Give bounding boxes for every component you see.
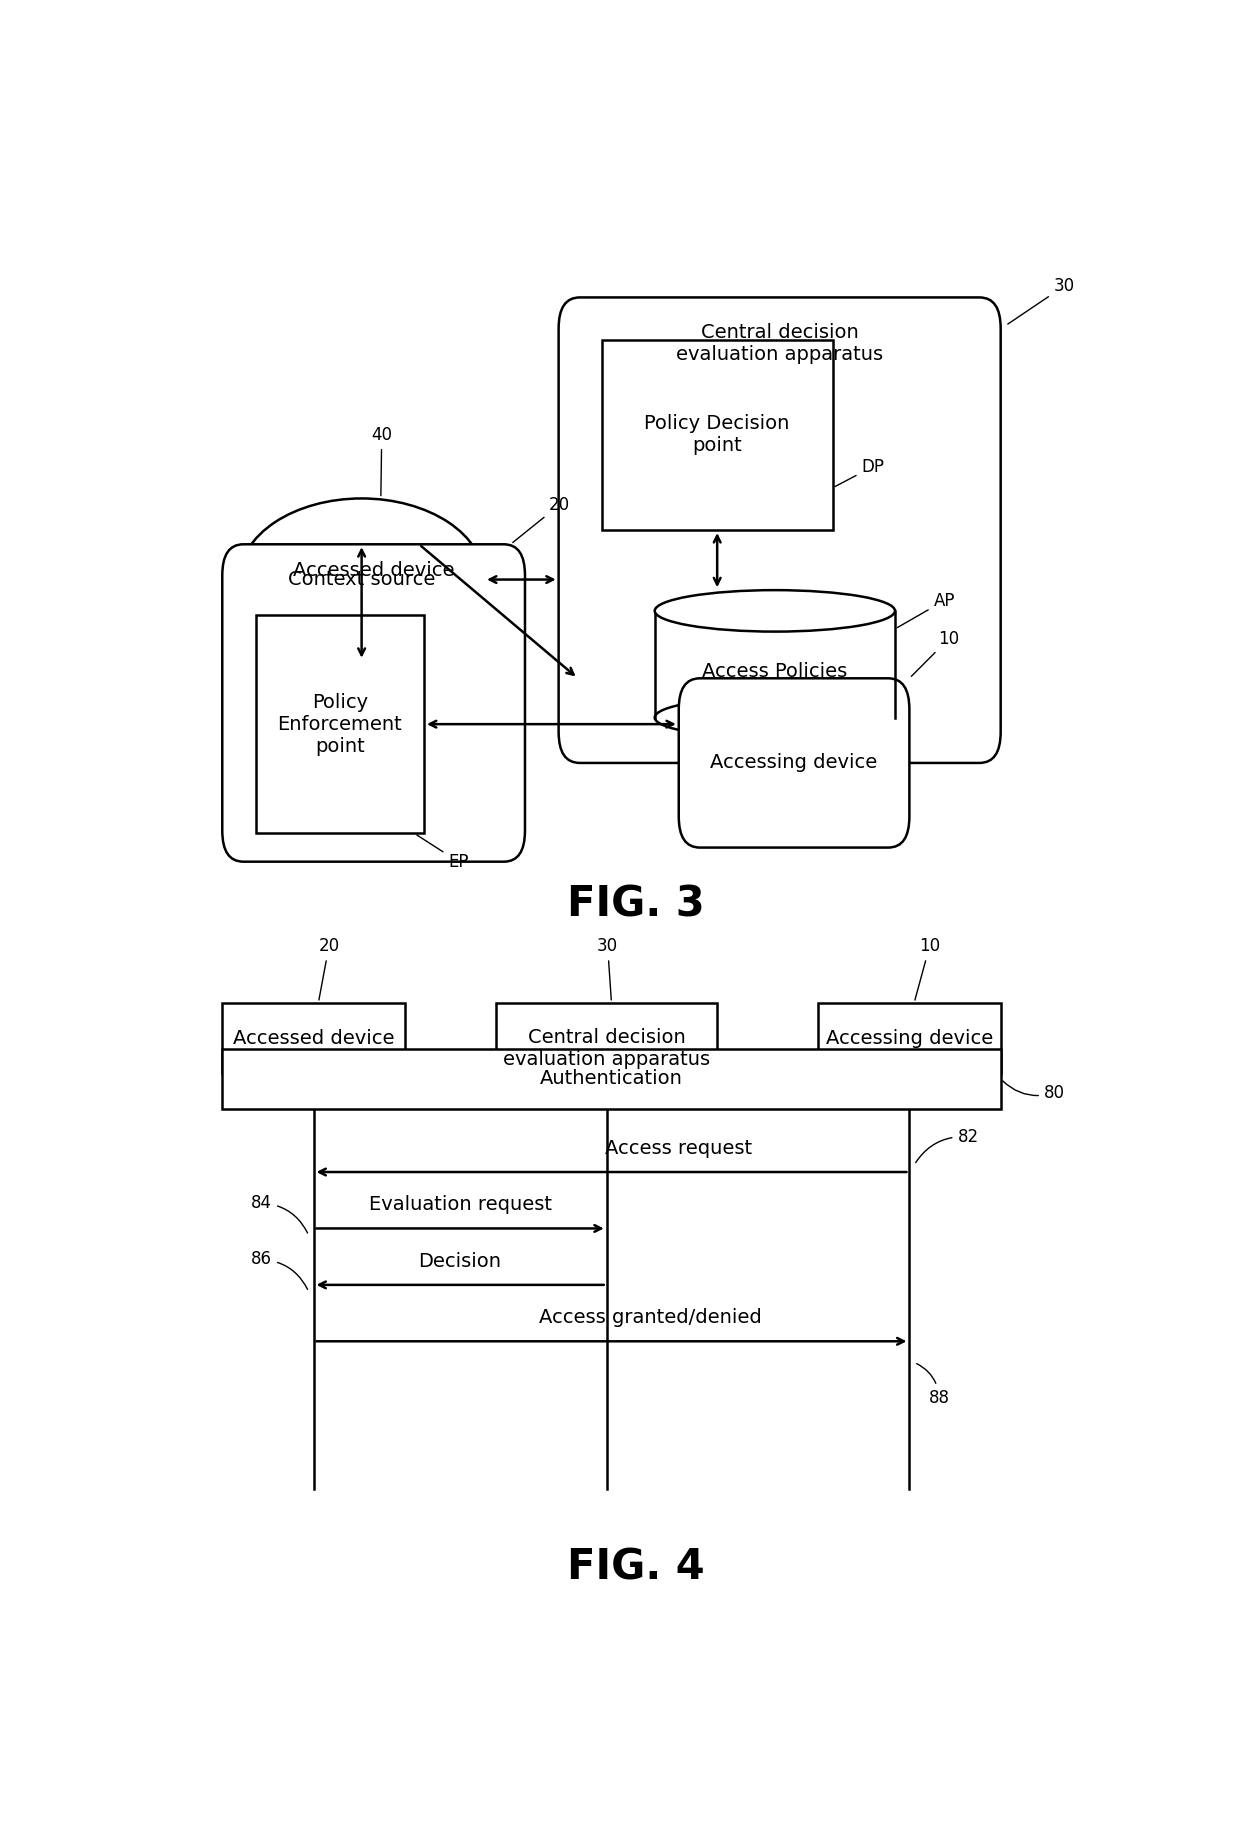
Text: Access granted/denied: Access granted/denied	[538, 1308, 761, 1326]
FancyBboxPatch shape	[222, 544, 525, 861]
Bar	[222, 1050, 1001, 1108]
Ellipse shape	[655, 696, 895, 738]
Text: 20: 20	[319, 938, 340, 1000]
Text: Accessed device: Accessed device	[293, 561, 454, 581]
Text: 84: 84	[250, 1194, 308, 1233]
Text: Access request: Access request	[605, 1140, 753, 1158]
Text: Accessed device: Accessed device	[233, 1028, 394, 1048]
Text: FIG. 3: FIG. 3	[567, 883, 704, 925]
Bar	[255, 616, 424, 834]
Text: EP: EP	[417, 835, 469, 870]
Text: 88: 88	[916, 1363, 950, 1407]
Text: 40: 40	[371, 427, 392, 496]
FancyBboxPatch shape	[558, 297, 1001, 762]
Text: Central decision
evaluation apparatus: Central decision evaluation apparatus	[503, 1028, 711, 1070]
Text: Accessing device: Accessing device	[826, 1028, 993, 1048]
Text: Policy
Enforcement
point: Policy Enforcement point	[278, 692, 402, 755]
Text: 20: 20	[512, 496, 570, 542]
Text: DP: DP	[835, 458, 884, 487]
Text: 30: 30	[1008, 277, 1075, 324]
Text: Decision: Decision	[419, 1251, 502, 1271]
Bar	[496, 1002, 717, 1094]
Text: 30: 30	[596, 938, 619, 1000]
Text: Context source: Context source	[288, 570, 435, 590]
Text: Policy Decision
point: Policy Decision point	[645, 414, 790, 456]
Text: Central decision
evaluation apparatus: Central decision evaluation apparatus	[676, 322, 883, 365]
Bar	[655, 610, 895, 718]
Text: 80: 80	[1003, 1081, 1065, 1103]
Text: Evaluation request: Evaluation request	[368, 1194, 552, 1215]
Bar	[222, 1002, 404, 1074]
Text: 86: 86	[250, 1251, 308, 1290]
Text: 10: 10	[911, 630, 960, 676]
FancyBboxPatch shape	[678, 678, 909, 848]
Text: Access Policies: Access Policies	[702, 661, 847, 682]
Text: 10: 10	[915, 938, 940, 1000]
Ellipse shape	[655, 590, 895, 632]
Text: AP: AP	[898, 592, 955, 628]
Text: Authentication: Authentication	[541, 1070, 683, 1088]
Bar	[818, 1002, 1001, 1074]
Text: Accessing device: Accessing device	[711, 753, 878, 773]
Bar	[601, 339, 832, 529]
Text: FIG. 4: FIG. 4	[567, 1546, 704, 1588]
Text: 82: 82	[915, 1129, 978, 1163]
Ellipse shape	[239, 498, 484, 661]
